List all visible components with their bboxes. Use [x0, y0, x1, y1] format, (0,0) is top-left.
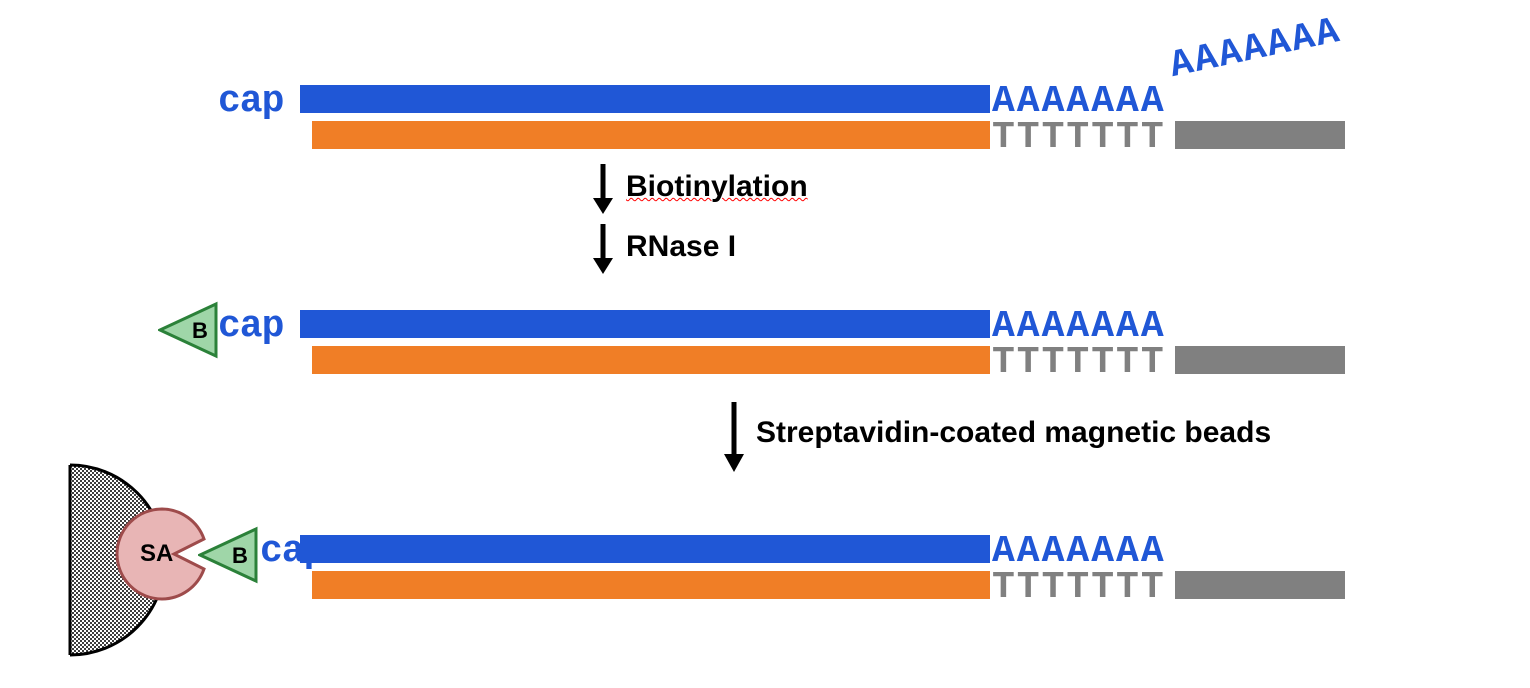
step-label-biotinylation: Biotinylation — [626, 170, 808, 204]
biotin-triangle-1 — [158, 300, 222, 360]
cdna-strand-2 — [312, 346, 990, 374]
cap-label-1: cap — [218, 80, 283, 123]
cap-label-2: cap — [218, 305, 283, 348]
arrow-1 — [588, 162, 618, 222]
polyT-label-3: TTTTTTT — [992, 566, 1166, 609]
polyA-tail-overhang: AAAAAAA — [1166, 10, 1345, 88]
primer-tail-3 — [1175, 571, 1345, 599]
streptavidin-letter: SA — [140, 540, 173, 568]
rna-strand-1 — [300, 85, 990, 113]
biotin-triangle-2 — [198, 525, 262, 585]
step-label-streptavidin: Streptavidin-coated magnetic beads — [756, 416, 1271, 450]
polyT-label-1: TTTTTTT — [992, 116, 1166, 159]
rna-strand-2 — [300, 310, 990, 338]
polyT-label-2: TTTTTTT — [992, 341, 1166, 384]
cdna-strand-1 — [312, 121, 990, 149]
biotin-letter-1: B — [192, 318, 208, 344]
primer-tail-2 — [1175, 346, 1345, 374]
primer-tail-1 — [1175, 121, 1345, 149]
arrow-2 — [588, 222, 618, 282]
cdna-strand-3 — [312, 571, 990, 599]
biotin-letter-2: B — [232, 543, 248, 569]
rna-strand-3 — [300, 535, 990, 563]
arrow-3 — [719, 400, 749, 478]
step-label-rnase: RNase I — [626, 230, 736, 264]
